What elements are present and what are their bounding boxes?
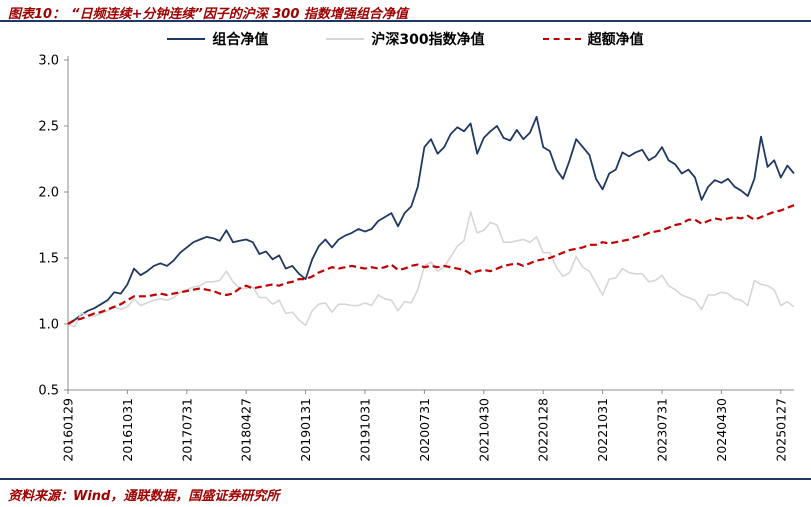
legend-item-excess: 超额净值 <box>542 29 644 49</box>
x-tick-label: 20200731 <box>417 398 432 462</box>
legend-label-index: 沪深300指数净值 <box>371 32 485 48</box>
y-tick-label: 3.0 <box>38 54 59 69</box>
portfolio-line-sample-icon <box>167 38 206 40</box>
figure-title: “日频连续+分钟连续”因子的沪深 300 指数增强组合净值 <box>71 7 408 22</box>
series-line-组合净值 <box>67 115 795 325</box>
legend-item-portfolio: 组合净值 <box>167 29 268 49</box>
source-note: 资料来源：Wind，通联数据，国盛证券研究所 <box>8 489 280 504</box>
index-line-sample-icon <box>326 38 365 40</box>
series-line-沪深300指数净值 <box>67 211 795 328</box>
x-tick-label: 20221031 <box>595 398 610 462</box>
excess-line-sample-icon <box>542 38 581 40</box>
line-chart: 0.5 1.0 1.5 2.0 2.5 3.0 20160129 20161031 201707… <box>38 54 795 462</box>
legend-item-index: 沪深300指数净值 <box>326 29 485 49</box>
figure-number-label: 图表10： <box>8 7 66 22</box>
legend-label-excess: 超额净值 <box>587 32 644 48</box>
y-tick-label: 2.5 <box>38 120 59 135</box>
y-tick-label: 1.0 <box>38 318 59 333</box>
y-tick-label: 1.5 <box>38 252 59 267</box>
x-tick-label: 20230731 <box>655 398 670 462</box>
figure-footer: 资料来源：Wind，通联数据，国盛证券研究所 <box>0 478 811 507</box>
chart-legend: 组合净值 沪深300指数净值 超额净值 <box>0 22 811 52</box>
x-tick-label: 20250127 <box>773 398 788 462</box>
x-tick-label: 20191031 <box>358 398 373 462</box>
legend-label-portfolio: 组合净值 <box>212 32 269 48</box>
x-tick-label: 20170731 <box>179 398 194 462</box>
y-tick-label: 0.5 <box>38 384 59 399</box>
x-tick-label: 20220128 <box>536 398 551 462</box>
x-tick-label: 20190131 <box>298 398 313 462</box>
x-tick-label: 20180427 <box>239 398 254 462</box>
x-tick-label: 20240430 <box>714 398 729 462</box>
x-tick-label: 20210430 <box>476 398 491 462</box>
figure-header: 图表10： “日频连续+分钟连续”因子的沪深 300 指数增强组合净值 <box>0 0 811 22</box>
y-tick-label: 2.0 <box>38 186 59 201</box>
x-tick-label: 20161031 <box>120 398 135 462</box>
x-tick-label: 20160129 <box>61 398 76 462</box>
series-line-超额净值 <box>67 204 795 325</box>
